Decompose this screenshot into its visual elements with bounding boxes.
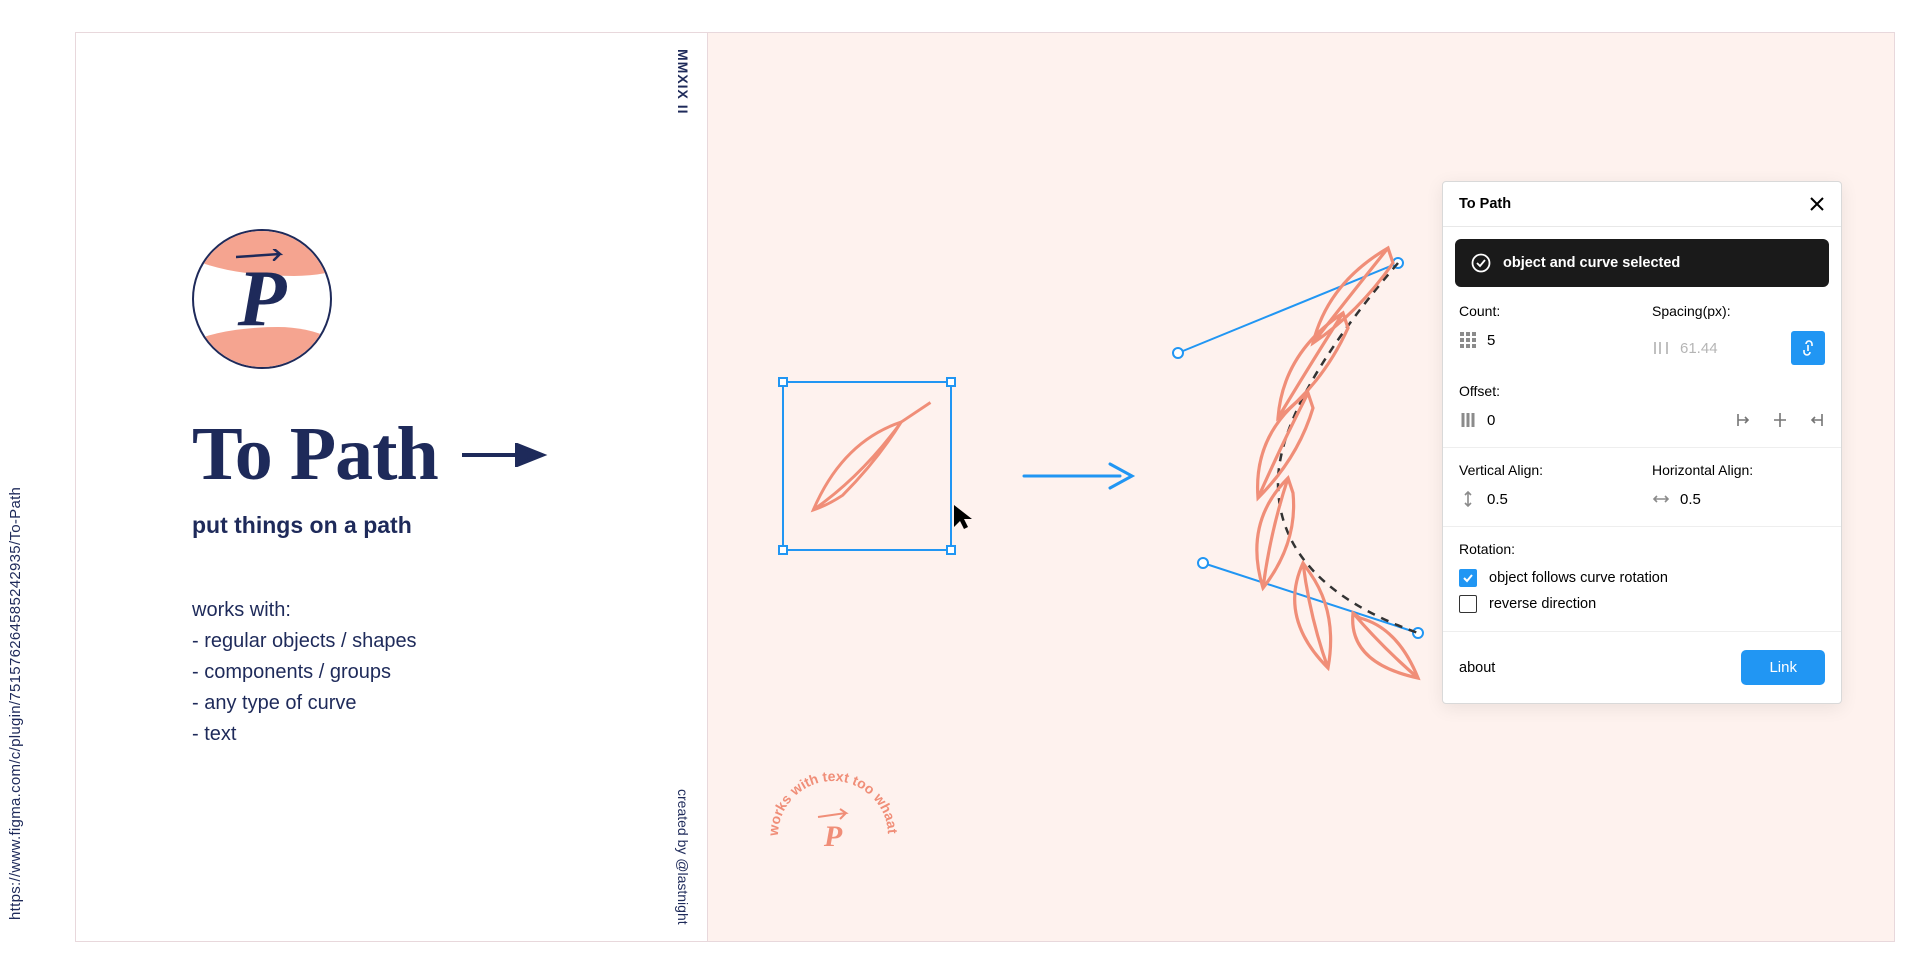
count-input[interactable]: 5	[1487, 332, 1495, 349]
check-circle-icon	[1471, 253, 1491, 273]
status-text: object and curve selected	[1503, 255, 1680, 271]
resize-handle[interactable]	[778, 545, 788, 555]
halign-label: Horizontal Align:	[1652, 462, 1825, 478]
spacing-input[interactable]: 61.44	[1680, 340, 1718, 357]
circular-text-badge: works with text too whaat P	[758, 761, 908, 911]
selection-box[interactable]	[782, 381, 952, 551]
transform-arrow-icon	[1020, 459, 1140, 493]
works-item: - regular objects / shapes	[192, 626, 651, 657]
offset-input[interactable]: 0	[1487, 412, 1495, 429]
plugin-panel: To Path object and curve selected Count:	[1442, 181, 1842, 704]
panel-title: To Path	[1459, 196, 1511, 212]
valign-input[interactable]: 0.5	[1487, 491, 1508, 508]
canvas-panel: works with text too whaat P To Path obje…	[708, 33, 1894, 941]
plugin-url: https://www.figma.com/c/plugin/751576264…	[7, 487, 24, 920]
rotation-label: Rotation:	[1459, 541, 1825, 557]
title-arrow-icon	[462, 443, 552, 467]
plugin-logo: P	[192, 229, 332, 369]
align-start-icon[interactable]	[1735, 411, 1753, 429]
svg-text:P: P	[823, 820, 843, 853]
logo-letter: P	[194, 231, 330, 367]
outer-frame: MMXIX II created by @lastnight P To Path…	[75, 32, 1895, 942]
count-label: Count:	[1459, 303, 1632, 319]
resize-handle[interactable]	[946, 377, 956, 387]
vertical-arrows-icon	[1459, 490, 1477, 508]
grid-icon	[1459, 331, 1477, 349]
follows-rotation-checkbox[interactable]	[1459, 569, 1477, 587]
align-center-icon[interactable]	[1771, 411, 1789, 429]
cursor-icon	[952, 503, 974, 531]
resize-handle[interactable]	[778, 377, 788, 387]
spacing-label: Spacing(px):	[1652, 303, 1825, 319]
link-toggle-button[interactable]	[1791, 331, 1825, 365]
panel-header: To Path	[1443, 182, 1841, 227]
works-item: - components / groups	[192, 657, 651, 688]
align-end-icon[interactable]	[1807, 411, 1825, 429]
about-link[interactable]: about	[1459, 660, 1495, 676]
resize-handle[interactable]	[946, 545, 956, 555]
leaf-shape-icon	[784, 383, 950, 549]
works-item: - text	[192, 719, 651, 750]
reverse-direction-label: reverse direction	[1489, 596, 1596, 612]
horizontal-arrows-icon	[1652, 490, 1670, 508]
link-button[interactable]: Link	[1741, 650, 1825, 685]
plugin-subtitle: put things on a path	[192, 512, 651, 539]
year-marker: MMXIX II	[675, 49, 691, 115]
plugin-title: To Path	[192, 411, 438, 498]
credit-text: created by @lastnight	[675, 789, 691, 925]
halign-input[interactable]: 0.5	[1680, 491, 1701, 508]
works-with-block: works with: - regular objects / shapes -…	[192, 595, 651, 750]
works-with-label: works with:	[192, 595, 651, 626]
works-item: - any type of curve	[192, 688, 651, 719]
close-icon[interactable]	[1809, 196, 1825, 212]
offset-label: Offset:	[1459, 383, 1825, 399]
offset-icon	[1459, 411, 1477, 429]
left-info-panel: MMXIX II created by @lastnight P To Path…	[76, 33, 708, 941]
follows-rotation-label: object follows curve rotation	[1489, 570, 1668, 586]
spacing-icon	[1652, 339, 1670, 357]
valign-label: Vertical Align:	[1459, 462, 1632, 478]
reverse-direction-checkbox[interactable]	[1459, 595, 1477, 613]
status-bar: object and curve selected	[1455, 239, 1829, 287]
